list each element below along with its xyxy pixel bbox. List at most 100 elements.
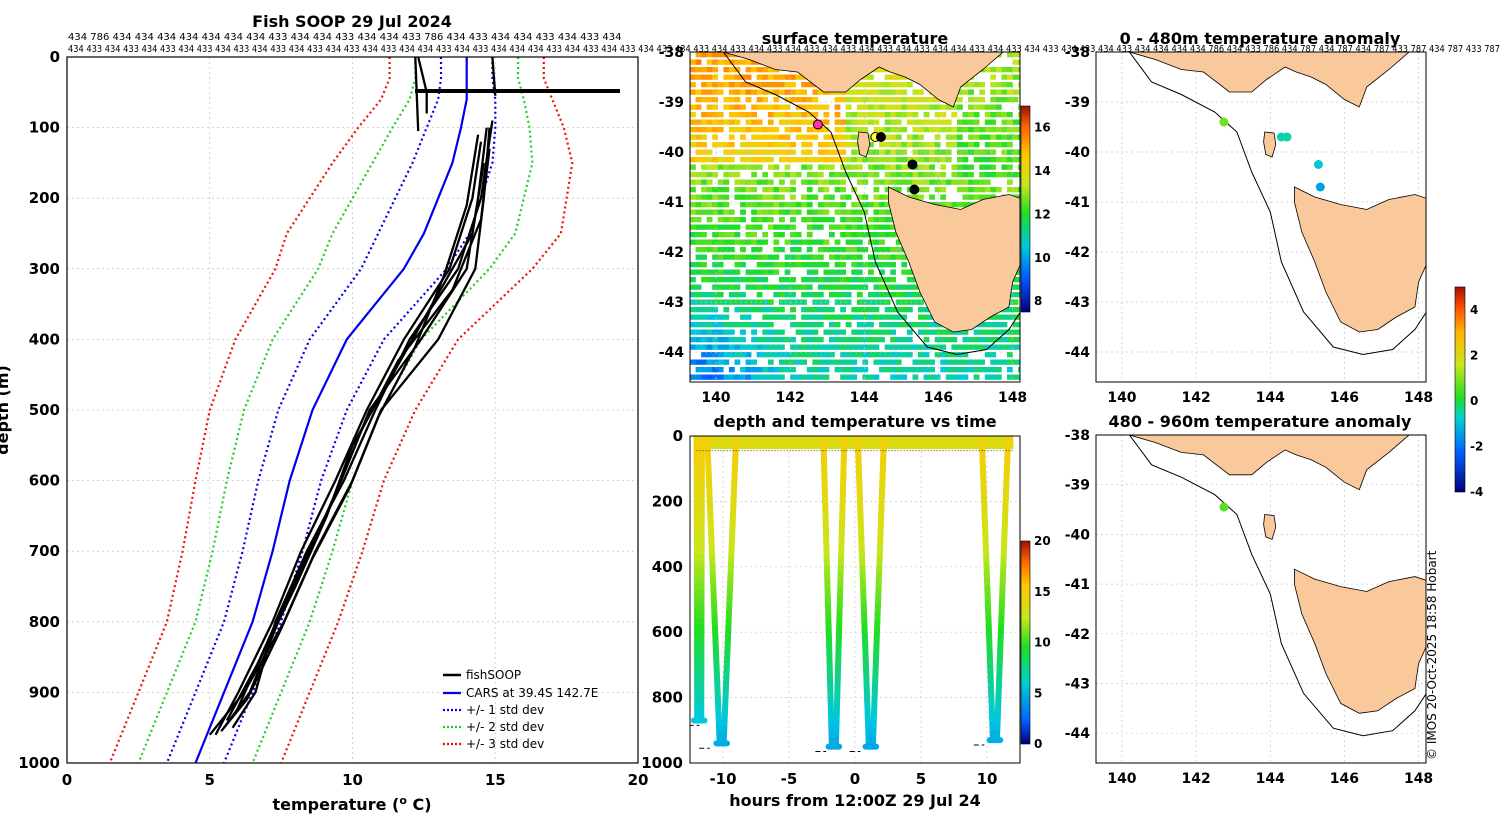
sst-cell bbox=[851, 135, 857, 140]
sst-cell bbox=[707, 105, 713, 110]
sst-cell bbox=[1013, 157, 1019, 162]
sst-cell bbox=[712, 360, 718, 365]
sst-cell bbox=[974, 120, 980, 125]
sst-cell bbox=[857, 217, 863, 222]
sst-cell bbox=[1002, 127, 1008, 132]
sst-cell bbox=[868, 337, 874, 342]
sst-cell bbox=[901, 105, 907, 110]
sst-cell bbox=[846, 232, 852, 237]
sst-cell bbox=[718, 352, 724, 357]
sst-cell bbox=[913, 97, 919, 102]
timeseries-colorbar-tick: 15 bbox=[1034, 585, 1051, 599]
sst-cell bbox=[996, 375, 1002, 380]
sst-cell bbox=[963, 120, 969, 125]
sst-cell bbox=[735, 285, 741, 290]
sst-cell bbox=[762, 382, 768, 387]
sst-cell bbox=[790, 255, 796, 260]
sst-cell bbox=[740, 352, 746, 357]
sst-cell bbox=[779, 202, 785, 207]
sst-cell bbox=[729, 225, 735, 230]
sst-cell bbox=[1013, 337, 1019, 342]
sst-cell bbox=[746, 367, 752, 372]
sst-cell bbox=[712, 135, 718, 140]
sst-cell bbox=[718, 195, 724, 200]
sst-cell bbox=[996, 90, 1002, 95]
sst-cell bbox=[773, 97, 779, 102]
sst-cell bbox=[757, 367, 763, 372]
sst-cell bbox=[851, 232, 857, 237]
sst-cell bbox=[712, 330, 718, 335]
anomaly-lower-lat-tick: -43 bbox=[1065, 676, 1090, 692]
profile-title: Fish SOOP 29 Jul 2024 bbox=[252, 12, 452, 31]
sst-cell bbox=[890, 127, 896, 132]
sst-cell bbox=[751, 337, 757, 342]
sst-cell bbox=[762, 202, 768, 207]
sst-cell bbox=[762, 67, 768, 72]
sst-cell bbox=[985, 135, 991, 140]
sst-cell bbox=[868, 262, 874, 267]
sst-cell bbox=[874, 382, 880, 387]
sst-cell bbox=[846, 127, 852, 132]
sst-cell bbox=[818, 382, 824, 387]
sst-cell bbox=[924, 367, 930, 372]
sst-cell bbox=[735, 105, 741, 110]
sst-cell bbox=[807, 382, 813, 387]
sst-cell bbox=[890, 277, 896, 282]
sst-cell bbox=[868, 90, 874, 95]
sst-cell bbox=[729, 135, 735, 140]
sst-cell bbox=[840, 262, 846, 267]
sst-cell bbox=[790, 345, 796, 350]
sst-cell bbox=[818, 180, 824, 185]
sst-cell bbox=[751, 67, 757, 72]
sst-cell bbox=[874, 112, 880, 117]
sst-cell bbox=[918, 165, 924, 170]
sst-cell bbox=[707, 97, 713, 102]
sst-cell bbox=[707, 195, 713, 200]
sst-cell bbox=[913, 292, 919, 297]
sst-cell bbox=[935, 127, 941, 132]
sst-cell bbox=[990, 112, 996, 117]
sst-cell bbox=[801, 112, 807, 117]
sst-cell bbox=[924, 375, 930, 380]
sst-cell bbox=[723, 247, 729, 252]
sst-cell bbox=[701, 345, 707, 350]
sst-cell bbox=[773, 307, 779, 312]
sst-cell bbox=[723, 202, 729, 207]
sst-cell bbox=[768, 285, 774, 290]
sst-cell bbox=[968, 105, 974, 110]
sst-cell bbox=[879, 180, 885, 185]
sst-cell bbox=[824, 315, 830, 320]
sst-cell bbox=[862, 337, 868, 342]
sst-cell bbox=[712, 240, 718, 245]
sst-cell bbox=[690, 270, 696, 275]
sst-cell bbox=[990, 165, 996, 170]
sst-cell bbox=[729, 112, 735, 117]
sst-cell bbox=[896, 165, 902, 170]
sst-cell bbox=[840, 202, 846, 207]
sst-cell bbox=[735, 277, 741, 282]
sst-cell bbox=[1018, 315, 1024, 320]
sst-cell bbox=[796, 112, 802, 117]
sst-cell bbox=[1018, 60, 1024, 65]
sst-cell bbox=[712, 255, 718, 260]
sst-cell bbox=[812, 240, 818, 245]
sst-colorbar-tick: 8 bbox=[1034, 294, 1042, 308]
sst-cell bbox=[768, 217, 774, 222]
sst-cell bbox=[790, 217, 796, 222]
sst-cell bbox=[807, 225, 813, 230]
sst-cell bbox=[851, 270, 857, 275]
sst-cell bbox=[913, 375, 919, 380]
sst-cell bbox=[790, 337, 796, 342]
sst-cell bbox=[735, 127, 741, 132]
sst-cell bbox=[913, 345, 919, 350]
sst-cell bbox=[773, 135, 779, 140]
sst-cell bbox=[896, 157, 902, 162]
sst-cell bbox=[1002, 172, 1008, 177]
sst-cell bbox=[707, 315, 713, 320]
sst-cell bbox=[801, 240, 807, 245]
sst-cell bbox=[785, 202, 791, 207]
sst-cell bbox=[701, 97, 707, 102]
sst-cell bbox=[751, 307, 757, 312]
sst-cell bbox=[812, 172, 818, 177]
